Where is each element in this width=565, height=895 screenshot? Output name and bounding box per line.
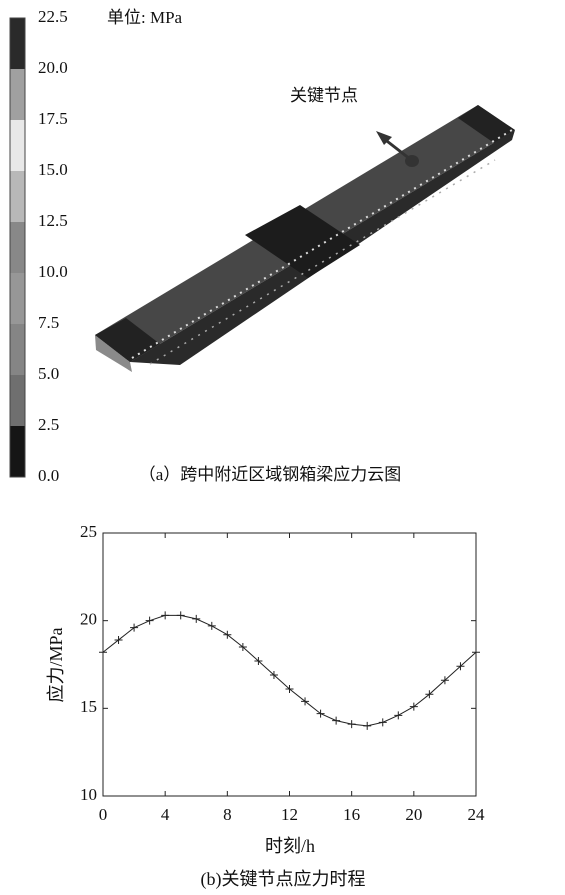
colorbar-tick-label: 7.5 [38, 313, 59, 332]
marker [379, 718, 387, 726]
x-tick-label: 24 [468, 805, 486, 824]
x-tick-label: 0 [99, 805, 108, 824]
caption-b: (b)关键节点应力时程 [201, 869, 366, 890]
colorbar-tick-label: 20.0 [38, 58, 68, 77]
plot-frame [103, 533, 476, 796]
colorbar-tick-label: 5.0 [38, 364, 59, 383]
marker [192, 615, 200, 623]
line [103, 615, 476, 725]
beam-3d [95, 105, 515, 372]
y-tick-label: 15 [80, 697, 97, 716]
x-axis-label: 时刻/h [265, 836, 315, 856]
colorbar-band [10, 324, 25, 375]
marker [146, 617, 154, 625]
y-axis-label: 应力/MPa [46, 627, 66, 702]
marker [177, 611, 185, 619]
x-tick-label: 16 [343, 805, 360, 824]
marker [348, 720, 356, 728]
x-tick-label: 4 [161, 805, 170, 824]
marker [208, 622, 216, 630]
colorbar-tick-label: 22.5 [38, 7, 68, 26]
colorbar-band [10, 273, 25, 324]
colorbar-tick-label: 12.5 [38, 211, 68, 230]
colorbar-band [10, 375, 25, 426]
x-tick-label: 20 [405, 805, 422, 824]
y-tick-label: 25 [80, 522, 97, 541]
colorbar-tick-label: 0.0 [38, 466, 59, 485]
caption-a: （a）跨中附近区域钢箱梁应力云图 [139, 465, 402, 484]
colorbar-band [10, 18, 25, 69]
marker [394, 711, 402, 719]
y-tick-label: 10 [80, 785, 97, 804]
colorbar-tick-label: 2.5 [38, 415, 59, 434]
colorbar-band [10, 120, 25, 171]
colorbar-band [10, 171, 25, 222]
colorbar-tick-label: 17.5 [38, 109, 68, 128]
colorbar-tick-label: 15.0 [38, 160, 68, 179]
marker [363, 722, 371, 730]
y-tick-label: 20 [80, 610, 97, 629]
x-tick-label: 8 [223, 805, 232, 824]
annotation: 关键节点 [290, 86, 358, 105]
marker [332, 717, 340, 725]
unit-label: 单位: MPa [107, 8, 183, 27]
colorbar-band [10, 426, 25, 477]
figure: 单位: MPa 关键节点 （a）跨中附近区域钢箱梁应力云图 时刻/h 应力/MP… [0, 0, 565, 895]
x-tick-label: 12 [281, 805, 298, 824]
marker [161, 611, 169, 619]
colorbar-tick-label: 10.0 [38, 262, 68, 281]
colorbar-band [10, 222, 25, 273]
colorbar-band [10, 69, 25, 120]
